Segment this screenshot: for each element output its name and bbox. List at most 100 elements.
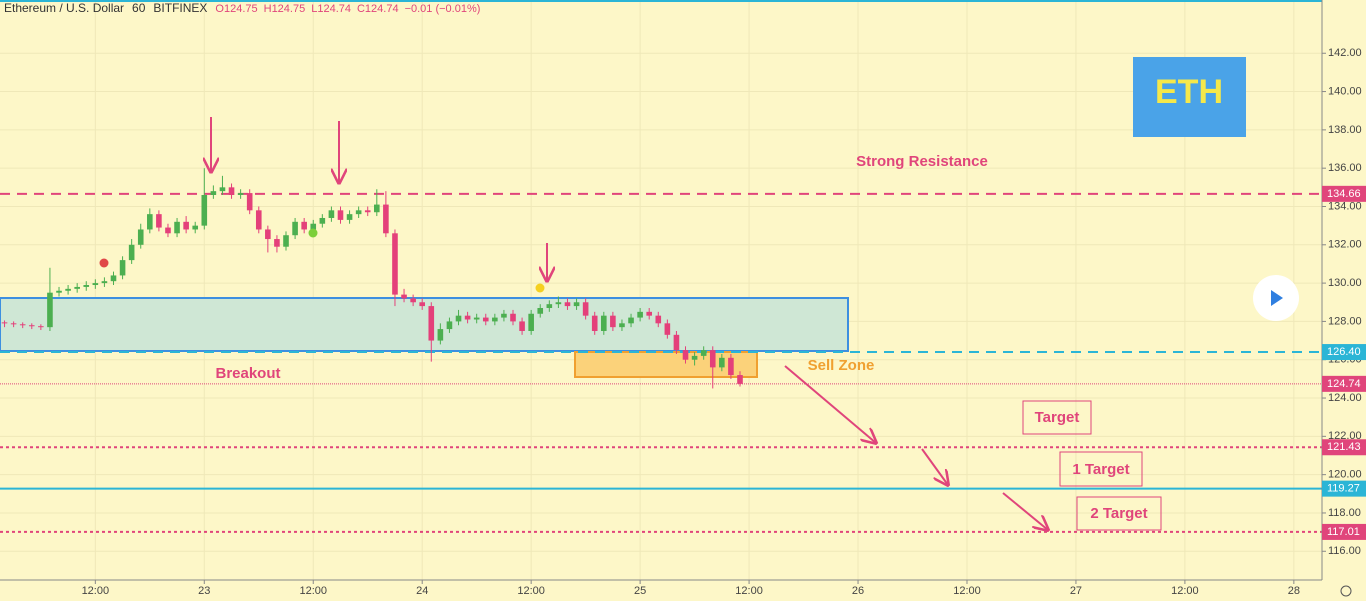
marker-dot xyxy=(308,228,318,238)
level-tag xyxy=(1322,344,1366,361)
symbol: Ethereum / U.S. Dollar xyxy=(4,1,124,15)
candle-body xyxy=(128,244,135,261)
candle-body xyxy=(374,204,380,213)
level-label: 119.27 xyxy=(1327,483,1360,495)
candle-body xyxy=(392,233,398,295)
level-label: 126.40 xyxy=(1327,346,1361,358)
annotation: Breakout xyxy=(215,365,280,382)
x-tick-label: 12:00 xyxy=(517,585,545,597)
candle-body xyxy=(137,229,144,245)
candle-body xyxy=(38,326,44,328)
candle-body xyxy=(628,317,634,324)
candle-body xyxy=(74,286,80,289)
settings-icon[interactable] xyxy=(1340,585,1352,597)
y-tick-label: 138.00 xyxy=(1328,124,1362,136)
candle-body xyxy=(446,321,453,330)
candle-body xyxy=(101,281,108,284)
candle-body xyxy=(455,315,462,322)
level-label: 124.74 xyxy=(1327,378,1361,390)
ohlc: −0.01 (−0.01%) xyxy=(405,3,481,15)
candle-body xyxy=(555,302,562,305)
x-tick-label: 12:00 xyxy=(735,585,763,597)
candle-body xyxy=(682,350,689,360)
play-icon xyxy=(1271,290,1283,306)
candle-body xyxy=(610,315,616,328)
y-tick-label: 136.00 xyxy=(1328,162,1362,174)
candle-body xyxy=(10,323,17,325)
level-label: 134.66 xyxy=(1327,188,1361,200)
candle-body xyxy=(719,357,725,368)
y-tick-label: 134.00 xyxy=(1328,200,1362,212)
annotation: Sell Zone xyxy=(808,357,875,374)
candle-body xyxy=(464,315,471,320)
candle-body xyxy=(591,315,598,331)
candle-body xyxy=(600,315,607,331)
candle-body xyxy=(328,210,335,218)
candle-body xyxy=(255,210,262,230)
candle-body xyxy=(201,194,208,226)
x-tick-label: 24 xyxy=(416,585,428,597)
candle-body xyxy=(174,221,180,234)
level-tag xyxy=(1322,185,1366,202)
breakout-zone xyxy=(0,297,849,352)
candle-body xyxy=(501,313,507,318)
candle-body xyxy=(482,317,489,322)
candle-body xyxy=(210,191,217,195)
candle-body xyxy=(265,229,271,240)
x-tick-label: 23 xyxy=(198,585,210,597)
candle-body xyxy=(165,227,171,234)
candle-body xyxy=(510,313,516,322)
candle-body xyxy=(419,302,426,307)
candle-body xyxy=(537,308,544,314)
annotation: 2 Target xyxy=(1090,505,1147,522)
marker-dot xyxy=(535,283,545,293)
y-tick-label: 120.00 xyxy=(1328,469,1362,481)
candle-body xyxy=(528,313,534,331)
badge xyxy=(1133,57,1246,137)
candle-body xyxy=(637,311,643,318)
candle-body xyxy=(573,302,580,307)
level-tag xyxy=(1322,523,1366,540)
candle-body xyxy=(437,329,444,341)
candle-body xyxy=(183,221,189,230)
x-tick-label: 12:00 xyxy=(953,585,981,597)
level-tag xyxy=(1322,439,1366,456)
candle-body xyxy=(564,302,571,307)
candle-body xyxy=(56,290,62,293)
candle-body xyxy=(673,334,680,351)
candle-body xyxy=(246,193,253,211)
candle-body xyxy=(492,317,498,322)
candle-body xyxy=(310,223,317,230)
candle-body xyxy=(1,322,8,324)
annotation: Strong Resistance xyxy=(856,153,988,170)
y-tick-label: 132.00 xyxy=(1328,239,1362,251)
candle-body xyxy=(664,323,671,335)
x-tick-label: 12:00 xyxy=(82,585,110,597)
candle-body xyxy=(364,210,371,213)
marker-dot xyxy=(99,258,109,268)
interval: 60 xyxy=(132,1,146,15)
level-tag xyxy=(1322,375,1366,392)
y-tick-label: 142.00 xyxy=(1328,47,1362,59)
candle-body xyxy=(219,187,226,192)
x-tick-label: 26 xyxy=(852,585,864,597)
candle-body xyxy=(119,260,126,276)
candle-body xyxy=(428,306,435,341)
candle-body xyxy=(346,214,353,220)
target-box xyxy=(1022,400,1092,435)
x-tick-label: 25 xyxy=(634,585,646,597)
y-tick-label: 140.00 xyxy=(1328,85,1362,97)
level-tag xyxy=(1322,480,1366,497)
header: Ethereum / U.S. Dollar 60 BITFINEX O124.75 H… xyxy=(4,1,480,15)
x-tick-label: 12:00 xyxy=(1171,585,1199,597)
candle-body xyxy=(274,239,280,247)
y-tick-label: 124.00 xyxy=(1328,392,1362,404)
candle-body xyxy=(337,210,344,220)
candle-body xyxy=(28,325,35,327)
x-tick-label: 28 xyxy=(1288,585,1300,597)
target-box xyxy=(1059,451,1143,487)
candle-body xyxy=(47,292,53,328)
candle-body xyxy=(192,225,199,230)
candle-body xyxy=(700,350,707,356)
